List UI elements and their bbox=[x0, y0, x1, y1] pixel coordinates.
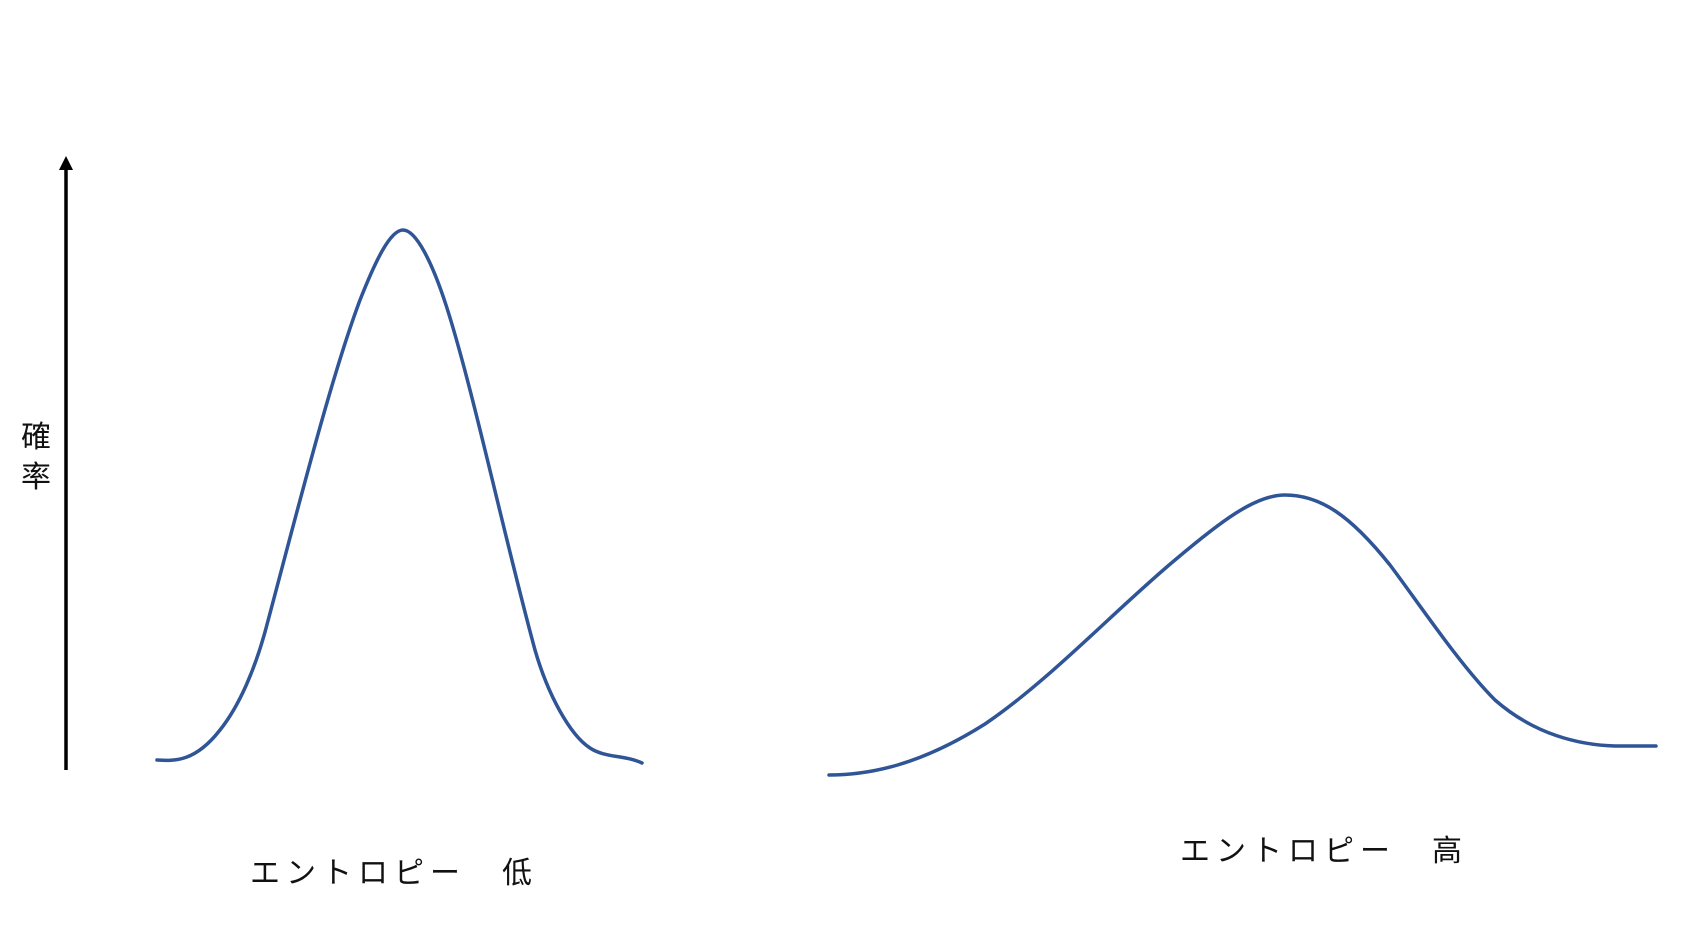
y-axis-label: 確率 bbox=[21, 420, 51, 495]
y-axis-arrowhead bbox=[59, 156, 73, 170]
high-entropy-caption: エントロピー 高 bbox=[1180, 834, 1468, 869]
low-entropy-curve bbox=[155, 228, 644, 765]
low-entropy-caption: エントロピー 低 bbox=[250, 856, 538, 891]
high-entropy-curve bbox=[827, 493, 1658, 777]
